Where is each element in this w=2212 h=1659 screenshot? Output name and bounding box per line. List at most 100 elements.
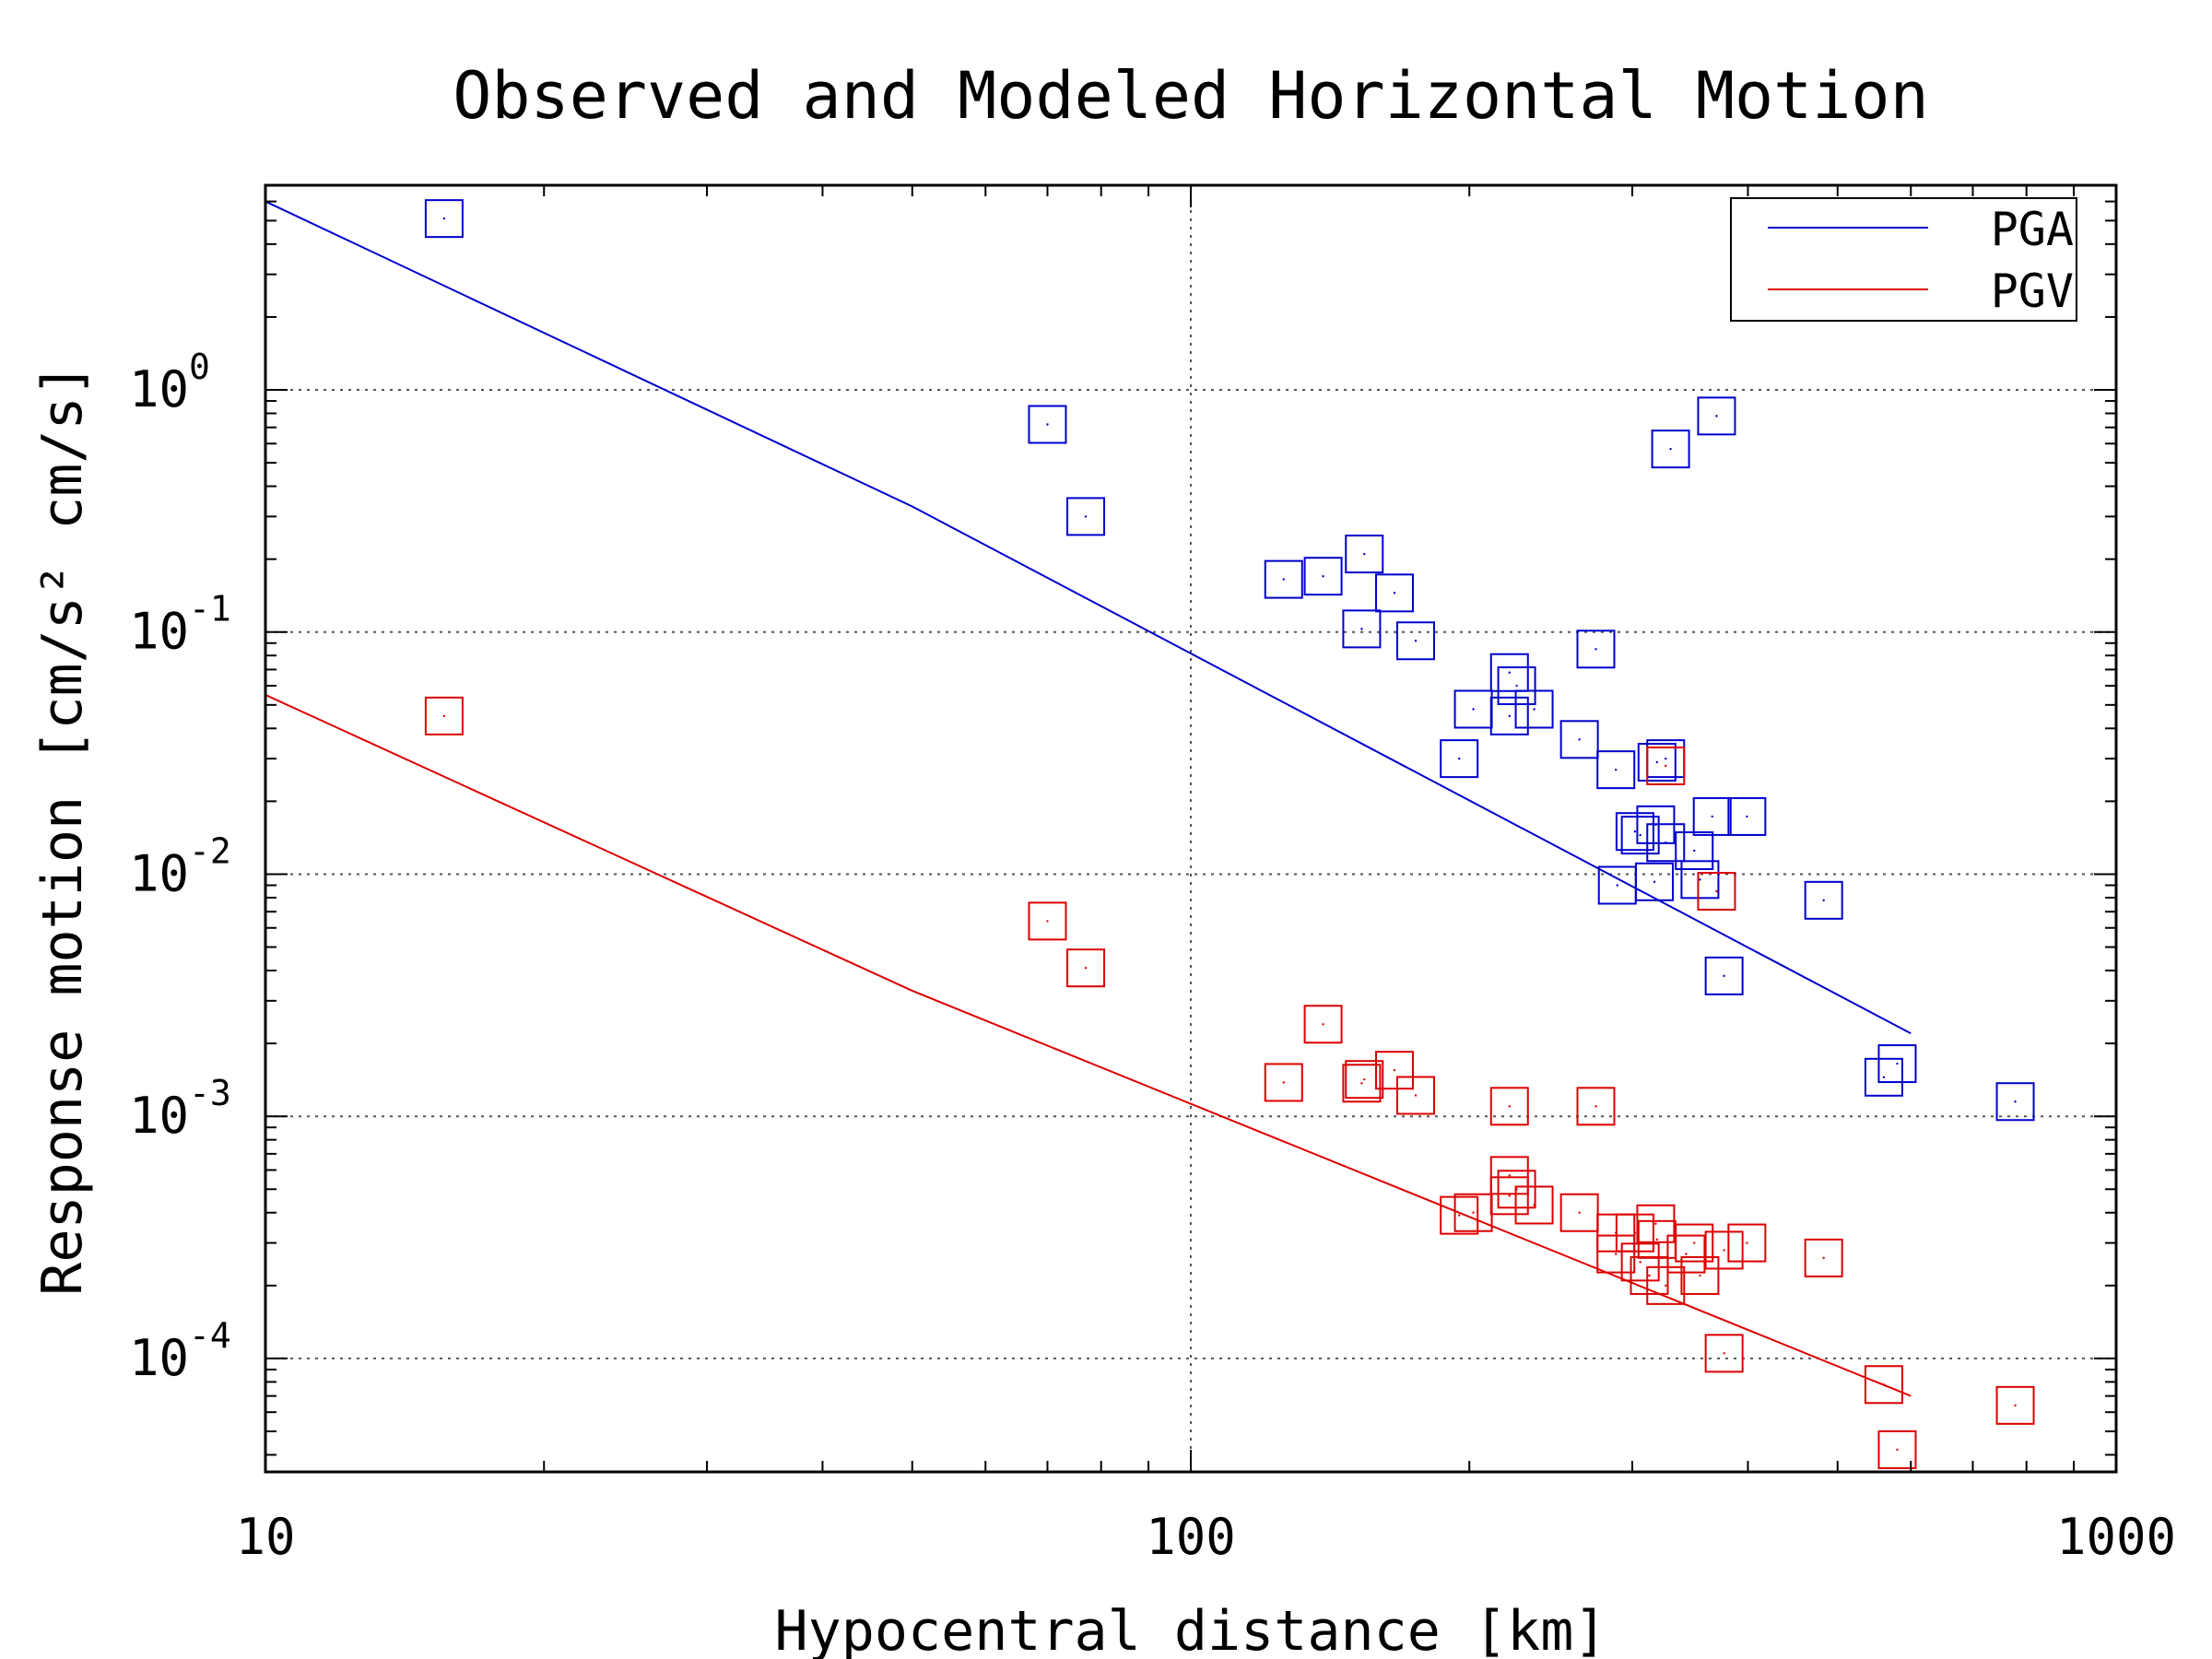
observed-point-pgv — [1497, 1170, 1536, 1209]
y-axis-label: Response motion [cm/s² cm/s] — [30, 363, 95, 1295]
observed-point-pga — [1637, 742, 1677, 782]
observed-point-center — [1414, 1094, 1418, 1097]
observed-point-pga — [1697, 396, 1736, 436]
observed-point-center — [1594, 648, 1597, 651]
observed-point-pga — [1804, 880, 1843, 920]
observed-point-pgv — [1303, 1005, 1343, 1044]
observed-point-pgv — [1804, 1238, 1843, 1277]
observed-point-pga — [1514, 689, 1554, 729]
observed-point-center — [1515, 684, 1518, 688]
observed-point-center — [1746, 815, 1748, 818]
observed-point-center — [1084, 966, 1088, 970]
observed-point-pgv — [1489, 1176, 1529, 1216]
observed-point-pgv — [1727, 1223, 1767, 1263]
observed-point-center — [1723, 1249, 1725, 1252]
observed-point-center — [1615, 768, 1618, 771]
x-axis-label: Hypocentral distance [km] — [774, 1599, 1606, 1659]
observed-point-pgv — [1646, 1265, 1686, 1305]
observed-point-pgv — [1396, 1076, 1436, 1115]
observed-point-pga — [1576, 629, 1616, 669]
y-tick-label-base: 10 — [129, 1329, 189, 1387]
observed-point-pga — [1692, 796, 1732, 836]
observed-point-center — [1046, 423, 1049, 426]
y-tick-label-base: 10 — [129, 603, 189, 661]
observed-point-center — [1685, 1253, 1688, 1255]
observed-point-center — [1363, 552, 1366, 556]
observed-point-pga — [1264, 559, 1303, 599]
series-pgv — [265, 694, 2035, 1469]
observed-point-pgv — [1646, 746, 1686, 785]
observed-point-center — [1653, 880, 1656, 883]
observed-point-pga — [1559, 720, 1599, 759]
y-tick-label: 10 -2 — [129, 830, 231, 902]
legend: PGA PGV — [1730, 197, 2077, 322]
observed-point-center — [1665, 1284, 1667, 1288]
y-tick-label-base: 10 — [129, 844, 189, 902]
observed-point-pgv — [1615, 1213, 1654, 1253]
observed-point-pga — [1995, 1082, 2035, 1122]
observed-point-center — [1746, 1241, 1748, 1244]
legend-label-pgv: PGV — [1991, 265, 2074, 318]
series-layer — [265, 199, 2035, 1469]
observed-point-pgv — [1264, 1063, 1303, 1102]
observed-point-pgv — [1704, 1334, 1744, 1373]
legend-label-pga: PGA — [1991, 203, 2074, 256]
observed-point-pga — [1646, 823, 1686, 863]
y-tick-label: 10 0 — [129, 347, 210, 418]
chart-title: Observed and Modeled Horizontal Motion — [453, 58, 1928, 134]
observed-point-center — [1715, 415, 1718, 418]
observed-point-pga — [1028, 405, 1067, 444]
observed-point-pga — [1066, 497, 1106, 536]
observed-point-pga — [1877, 1044, 1917, 1084]
ticks — [265, 184, 2116, 1472]
observed-point-pgv — [1864, 1365, 1903, 1405]
observed-point-pga — [1864, 1057, 1903, 1097]
observed-point-center — [1363, 1077, 1366, 1081]
observed-point-center — [1578, 1211, 1581, 1214]
observed-point-pga — [1596, 750, 1636, 790]
observed-point-pga — [1727, 796, 1767, 836]
observed-point-center — [2014, 1404, 2017, 1407]
observed-point-pga — [1396, 621, 1436, 661]
observed-point-center — [1699, 1274, 1701, 1277]
model-line-pga — [265, 200, 1912, 1035]
y-tick-label-exponent: -3 — [189, 1073, 231, 1113]
y-tick-label-exponent: -4 — [189, 1315, 231, 1356]
observed-point-pgv — [1666, 1234, 1706, 1274]
observed-point-pga — [1615, 812, 1654, 852]
observed-point-pgv — [1995, 1385, 2035, 1425]
observed-point-pga — [1680, 860, 1720, 900]
observed-point-center — [1508, 714, 1511, 718]
observed-point-pgv — [1489, 1156, 1529, 1195]
observed-point-center — [1896, 1062, 1899, 1065]
y-tick-label-exponent: -1 — [189, 589, 231, 629]
observed-point-pga — [1345, 535, 1384, 574]
observed-point-center — [1882, 1076, 1886, 1078]
observed-point-pgv — [1877, 1430, 1917, 1469]
observed-point-center — [442, 714, 446, 718]
observed-point-center — [1282, 578, 1285, 581]
observed-point-center — [1508, 1194, 1511, 1197]
observed-point-pgv — [1675, 1223, 1714, 1263]
observed-point-center — [1457, 1214, 1461, 1217]
observed-point-center — [1655, 760, 1659, 764]
x-tick-label: 1000 — [2056, 1508, 2176, 1566]
observed-point-center — [1282, 1081, 1285, 1084]
observed-point-center — [1322, 575, 1324, 578]
observed-point-center — [1648, 1274, 1651, 1277]
observed-point-center — [1715, 889, 1718, 893]
observed-point-center — [1896, 1448, 1899, 1452]
observed-point-pgv — [424, 696, 464, 735]
y-tick-label-exponent: 0 — [189, 347, 210, 387]
observed-point-center — [1616, 884, 1618, 887]
observed-point-pgv — [1636, 1204, 1676, 1243]
observed-point-pgv — [1066, 948, 1106, 988]
observed-point-center — [1655, 1238, 1659, 1241]
observed-point-pgv — [1559, 1193, 1599, 1232]
observed-point-center — [1508, 1174, 1511, 1177]
observed-point-pgv — [1620, 1242, 1660, 1282]
x-tick-label: 100 — [1146, 1508, 1236, 1566]
observed-point-center — [1633, 1231, 1637, 1234]
observed-point-center — [1693, 849, 1696, 853]
